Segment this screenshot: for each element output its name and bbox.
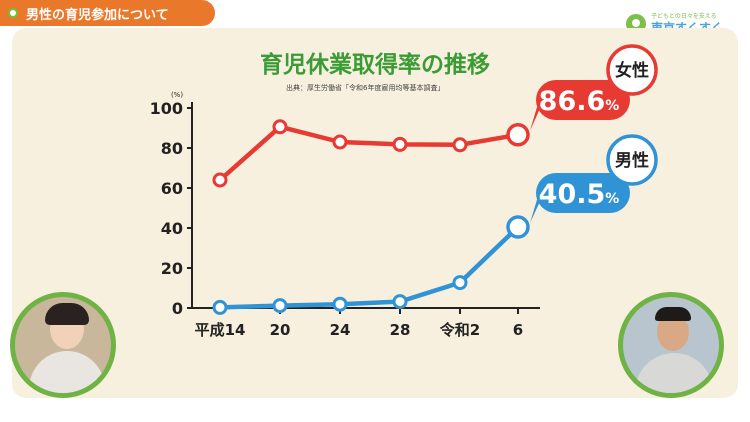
series-name-badge	[606, 44, 658, 96]
series-line-female	[218, 124, 519, 182]
y-unit-label: (%)	[171, 91, 183, 99]
data-point	[392, 294, 408, 310]
callout-pointer	[530, 90, 542, 131]
section-title: 男性の育児参加について	[26, 7, 169, 23]
data-point	[332, 134, 348, 150]
y-tick-label: 20	[161, 259, 183, 278]
data-point	[506, 123, 530, 147]
data-point	[332, 296, 348, 312]
chart-source: 出典：厚生労働省「令和6年度雇用均等基本調査」	[286, 83, 444, 92]
y-tick-label: 40	[161, 219, 183, 238]
y-tick-label: 100	[150, 99, 183, 118]
x-tick-label: 24	[330, 321, 351, 339]
data-point	[506, 215, 530, 239]
data-point	[392, 136, 408, 152]
callout-value: 86.6%	[539, 86, 620, 117]
series-name-label: 男性	[615, 150, 649, 171]
data-point	[452, 275, 468, 291]
presenter-left-video	[10, 292, 116, 398]
data-point	[452, 137, 468, 153]
series-name-badge	[606, 134, 658, 186]
x-tick-label: 令和2	[440, 321, 480, 339]
x-tick-label: 6	[513, 321, 523, 339]
x-tick-label: 28	[390, 321, 411, 339]
data-point	[212, 172, 228, 188]
data-point	[272, 119, 288, 135]
brand-tagline: 子どもとの日々を支える	[651, 13, 717, 20]
series-name-label: 女性	[615, 60, 649, 81]
x-tick-label: 20	[270, 321, 291, 339]
y-tick-label: 80	[161, 139, 183, 158]
data-point	[272, 298, 288, 314]
y-tick-label: 60	[161, 179, 183, 198]
section-header: 男性の育児参加について	[0, 0, 215, 26]
data-point	[212, 299, 228, 315]
value-callout	[536, 80, 630, 120]
y-tick-label: 0	[172, 299, 183, 318]
bullet-icon	[8, 8, 18, 18]
chart-title: 育児休業取得率の推移	[260, 51, 490, 78]
series-line-male	[219, 225, 520, 310]
value-callout	[536, 173, 630, 213]
x-tick-label: 平成14	[195, 321, 246, 339]
callout-value: 40.5%	[539, 179, 620, 210]
presenter-right-video	[618, 292, 724, 398]
